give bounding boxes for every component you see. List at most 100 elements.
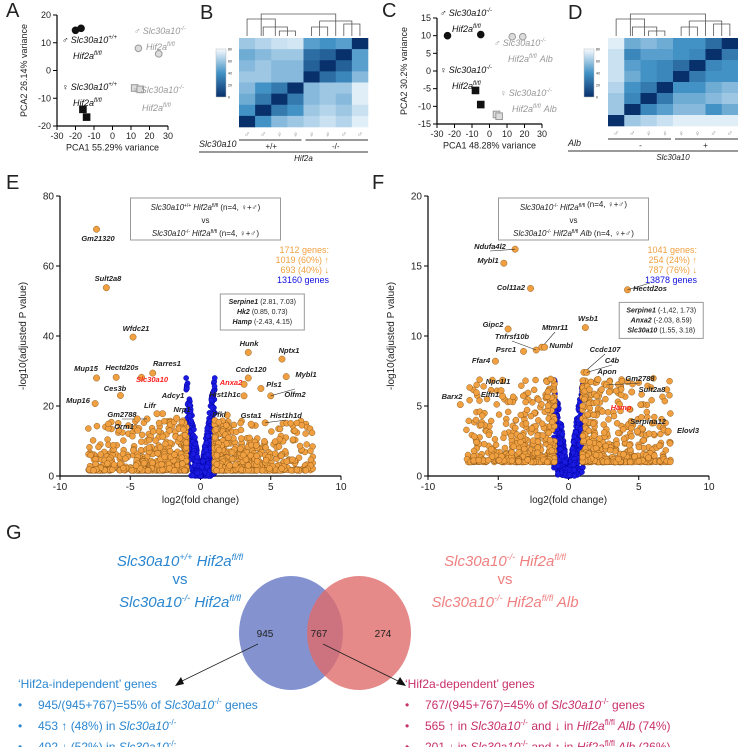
labeled-point [112, 373, 120, 381]
significant-point [128, 467, 136, 474]
significant-point [230, 421, 238, 429]
gene-label: Gm2788 [107, 410, 137, 419]
x-axis-label: log2(fold change) [530, 495, 607, 506]
label-part: fl/fl [529, 54, 537, 60]
significant-point [510, 443, 517, 450]
significant-point [276, 425, 284, 433]
significant-point [132, 462, 140, 469]
heatmap-cell [705, 60, 723, 72]
gene-label: C4b [605, 356, 620, 365]
significant-point [538, 401, 545, 408]
heatmap-cell [673, 49, 690, 61]
significant-point [548, 447, 555, 454]
pca-point [77, 24, 85, 33]
significant-point [607, 447, 614, 454]
inset-value: (-1,42, 1.73) [658, 307, 696, 314]
label-part: -/- [486, 65, 492, 71]
significant-point [178, 418, 186, 426]
label-part: Slc30a10 [71, 82, 109, 92]
label-part: fl/fl [473, 81, 481, 87]
heatmap-cell [721, 60, 738, 72]
label-part: -/- [546, 88, 552, 94]
inset-row: Anxa2 (-2.03, 8.59) [630, 317, 692, 324]
gene-label: Gm2788 [625, 374, 655, 383]
labeled-point [244, 374, 252, 382]
column-sex-label: ♂ [629, 129, 635, 138]
significant-point [666, 377, 673, 385]
heatmap-cell [287, 60, 304, 72]
group-label-line1: ♂ Slc30a10-/- [134, 26, 186, 36]
significant-point [152, 437, 159, 444]
panel-label-f: F [372, 172, 385, 194]
heatmap-cell [689, 49, 706, 61]
pca-point [154, 50, 163, 58]
y-tick-label: 20 [43, 401, 55, 412]
significant-point [586, 386, 593, 393]
label-part: +/+ [108, 82, 117, 88]
heatmap-cell [640, 115, 658, 127]
list-item: • 453 ↑ (48%) in Slc30a10-/- [18, 718, 177, 733]
bullet: • [405, 740, 410, 747]
x-axis-label: PCA1 55.29% variance [66, 143, 159, 153]
gene-label: Orm1 [114, 422, 134, 431]
column-sex-label: ♀ [646, 129, 652, 138]
significant-point [237, 426, 245, 434]
y-axis-label: -log10(adjusted P value) [18, 282, 29, 390]
heatmap-cell [624, 104, 641, 116]
significant-point [215, 446, 223, 454]
x-tick-label: -30 [50, 131, 63, 141]
significant-point [149, 428, 157, 435]
gene-label: Numbl [549, 341, 573, 350]
group-label-line1: ♂ Slc30a10-/- [494, 38, 546, 48]
gene-label: Sult2a8 [95, 274, 123, 283]
group-label-line1: ♂ Slc30a10-/- [440, 8, 492, 18]
y-tick-label: 20 [41, 10, 51, 20]
significant-point [215, 419, 223, 426]
significant-point [253, 452, 260, 460]
pca-point [79, 105, 87, 114]
heatmap-cell [239, 104, 256, 117]
pca-point [508, 32, 517, 41]
heatmap-cell [271, 115, 288, 128]
significant-point [283, 458, 290, 465]
significant-point [579, 453, 586, 461]
heatmap-cell [608, 115, 625, 127]
list-item: • 945/(945+767)=55% of Slc30a10-/- genes [18, 697, 258, 712]
significant-point [180, 426, 187, 433]
significant-point [246, 434, 253, 442]
significant-point [598, 386, 605, 393]
significant-point [635, 443, 643, 451]
heatmap-cell [271, 49, 288, 61]
nonsignificant-point [559, 431, 566, 437]
significant-point [144, 467, 152, 474]
significant-point [307, 447, 314, 455]
significant-point [509, 393, 517, 401]
significant-point [548, 418, 556, 426]
significant-point [161, 453, 168, 461]
label-part: Slc30a10 [503, 38, 541, 48]
labeled-point [91, 400, 99, 407]
heatmap-cell [624, 60, 641, 72]
significant-point [547, 375, 554, 383]
significant-point [637, 401, 644, 408]
bullet: • [405, 698, 410, 712]
x-tick-label: 10 [335, 482, 347, 493]
group-label: +/+ [265, 142, 277, 151]
significant-point [617, 386, 625, 393]
significant-point [275, 443, 283, 450]
pca-point [495, 112, 503, 121]
nonsignificant-point [189, 472, 196, 479]
hif2a-dependent-list: ‘Hif2a-dependent’ genes • 767/(945+767)=4… [405, 675, 671, 747]
significant-point [615, 455, 622, 463]
label-part: fl/fl [94, 98, 102, 104]
significant-point [178, 454, 186, 461]
heatmap-cell [287, 104, 304, 117]
gene-label: Gm21320 [81, 234, 115, 243]
gene-label: Hunk [240, 339, 260, 348]
inset-value: (1.55, 3.18) [659, 327, 695, 334]
gene-label: Mybl1 [295, 370, 316, 379]
gene-label: Olfm2 [284, 390, 306, 399]
labeled-point [492, 357, 499, 365]
significant-point [463, 426, 470, 434]
